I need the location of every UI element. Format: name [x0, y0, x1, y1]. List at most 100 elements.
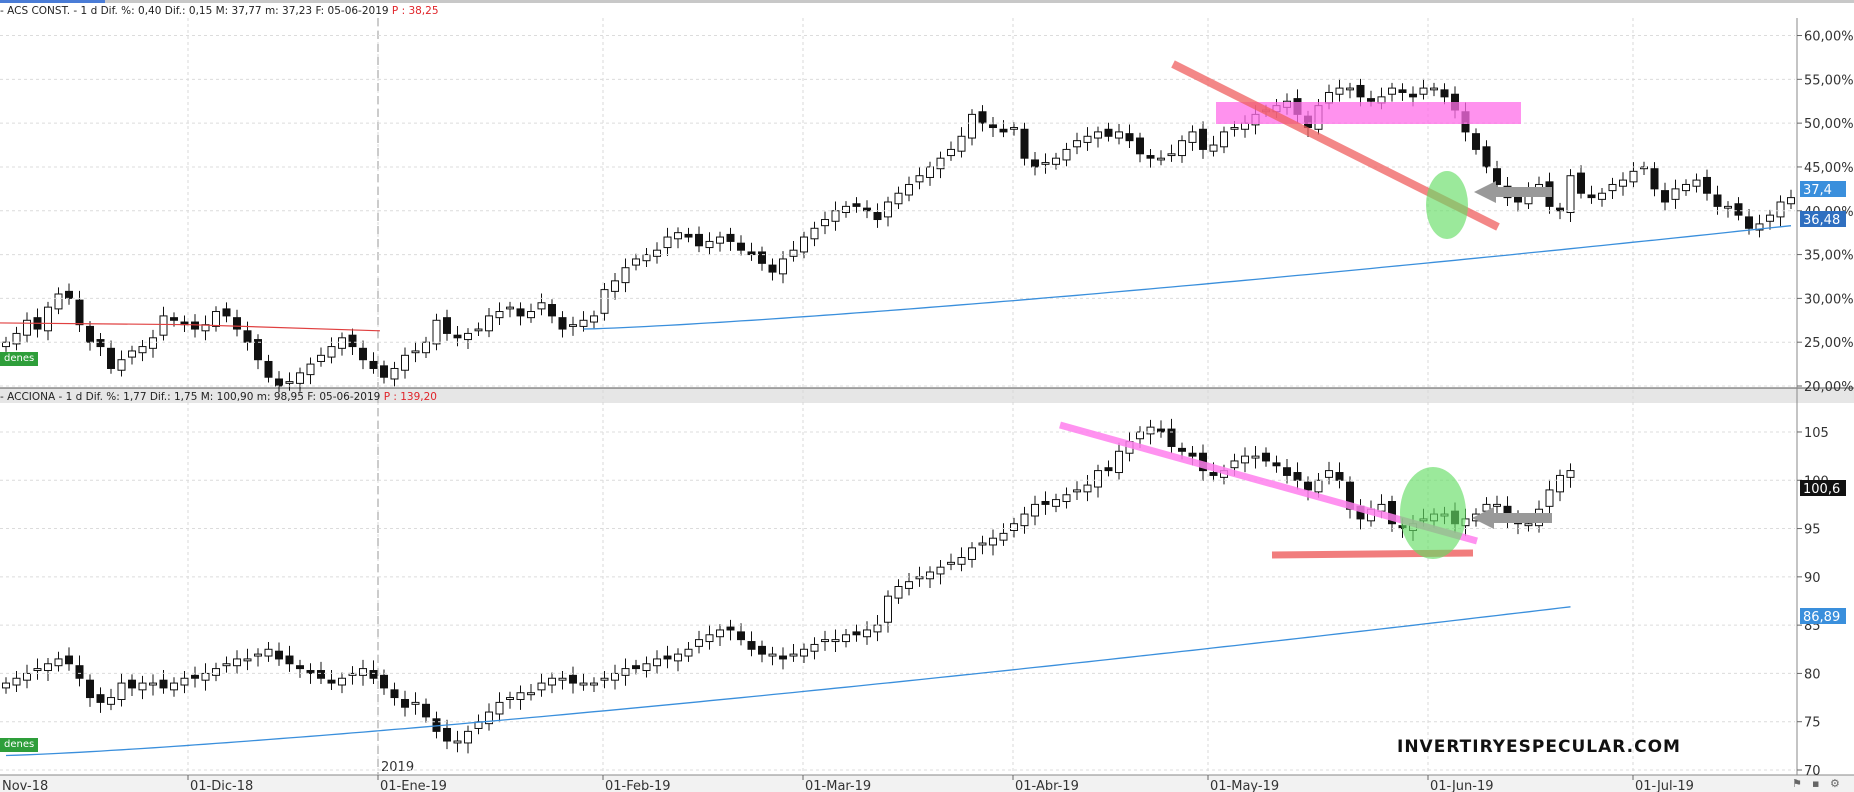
bottom_pane-y-tick-label: 75	[1804, 716, 1821, 731]
top_pane-candle-body	[1335, 87, 1344, 95]
top_pane-candle-body	[1409, 93, 1417, 98]
bottom_pane-candle-body	[1556, 474, 1564, 493]
top_pane-candle-body	[1188, 131, 1197, 143]
top_pane-candle-body	[1566, 175, 1575, 214]
bottom_pane-candle-body	[579, 682, 588, 686]
top_pane-candle-body	[1787, 197, 1795, 205]
bottom_pane-candle-body	[621, 668, 630, 676]
bottom_pane-candle-body	[180, 677, 189, 686]
top_pane-candle-body	[411, 350, 420, 354]
top-pane-badge[interactable]: denes	[0, 352, 39, 366]
top_pane-candle-body	[611, 280, 619, 292]
top_pane-candle-body	[884, 201, 892, 218]
bottom_pane-candle-body	[506, 697, 514, 700]
bottom_pane-candle-body	[947, 561, 955, 565]
flag-icon[interactable]: ⚑	[1792, 777, 1802, 790]
top_pane-candle-body	[264, 360, 273, 378]
bottom_pane-candle-body	[369, 670, 378, 679]
top_pane-candle-body	[12, 332, 21, 345]
bottom_pane-candle-body	[852, 631, 861, 636]
bottom_pane-candle-body	[1062, 494, 1071, 503]
bottom_pane-candle-body	[1524, 523, 1533, 527]
top_pane-candle-body	[705, 240, 714, 249]
date-label: Nov-18	[2, 779, 48, 792]
bottom_pane-candle-body	[968, 547, 976, 560]
top-pane-ma-red-line	[0, 322, 381, 332]
top_pane-candle-body	[422, 341, 430, 354]
top_pane-candle-body	[495, 311, 504, 319]
top_pane-candle-body	[23, 319, 31, 336]
bottom_pane-candle-body	[1167, 428, 1176, 447]
date-label: 01-May-19	[1210, 779, 1279, 792]
top-ma-price-tag-text: 36,48	[1803, 213, 1840, 228]
top_pane-candle-body	[296, 372, 304, 384]
bottom_pane-candle-body	[989, 537, 997, 546]
bottom_pane-candle-body	[485, 711, 493, 725]
bottom-pane-badge[interactable]: denes	[0, 738, 39, 752]
top_pane-candle-body	[548, 304, 556, 317]
watermark: INVERTIRYESPECULAR.COM	[1397, 737, 1681, 757]
bottom_pane-y-tick-label: 105	[1804, 426, 1829, 441]
bottom_pane-candle-body	[306, 670, 315, 674]
top_pane-candle-body	[1220, 131, 1228, 148]
top_pane-candle-body	[1682, 183, 1690, 192]
bottom_pane-candle-body	[285, 655, 294, 665]
top-ma-price-tag-bg	[1800, 211, 1846, 227]
bottom_pane-candle-body	[737, 631, 745, 641]
bottom_pane-candle-body	[590, 682, 598, 686]
bottom-breakout-highlight	[1400, 467, 1466, 559]
bottom_pane-candle-body	[1073, 489, 1081, 493]
bottom_pane-candle-body	[138, 682, 147, 691]
bottom-ma-price-tag-bg	[1800, 608, 1846, 624]
bottom_pane-candle-body	[170, 682, 178, 691]
bottom_pane-candle-body	[800, 648, 808, 657]
top_pane-y-tick-label: 30,00%	[1804, 292, 1854, 307]
bottom_pane-candle-body	[12, 677, 21, 686]
top_pane-candle-body	[915, 175, 924, 183]
top_pane-candle-body	[212, 311, 220, 327]
top_pane-candle-body	[138, 346, 147, 354]
bottom_pane-candle-body	[254, 653, 262, 657]
date-axis-band	[0, 775, 1854, 792]
bottom_pane-candle-body	[149, 682, 157, 686]
top_pane-candle-body	[117, 359, 126, 371]
bottom_pane-candle-body	[33, 668, 42, 672]
top_pane-candle-body	[1430, 87, 1438, 91]
bottom_pane-candle-body	[873, 624, 882, 633]
bottom_pane-candle-body	[128, 679, 136, 689]
top-pane-info: - ACS CONST. - 1 d Dif. %: 0,40 Dif.: 0,…	[0, 5, 389, 17]
bottom_pane-y-tick-label: 80	[1804, 667, 1821, 682]
top-arrow-icon	[1474, 181, 1552, 203]
top_pane-candle-body	[1650, 168, 1659, 190]
bottom_pane-candle-body	[222, 663, 231, 667]
bottom_pane-candle-body	[54, 658, 63, 667]
save-icon[interactable]: ▪	[1812, 777, 1820, 790]
bottom_pane-candle-body	[978, 542, 987, 546]
bottom_pane-candle-body	[1230, 460, 1239, 469]
top_pane-candle-body	[306, 363, 315, 376]
top_pane-candle-body	[443, 317, 451, 334]
date-label: 01-Dic-18	[190, 779, 253, 792]
top_pane-candle-body	[2, 341, 10, 348]
bottom_pane-candle-body	[674, 653, 682, 662]
top_pane-candle-body	[149, 337, 157, 349]
bottom_pane-candle-body	[1146, 426, 1155, 435]
bottom_pane-candle-body	[894, 586, 903, 599]
bottom_pane-candle-body	[611, 672, 619, 681]
top_pane-candle-body	[1052, 157, 1060, 165]
top_pane-candle-body	[947, 148, 955, 157]
bottom_pane-candle-body	[758, 645, 766, 655]
top_pane-candle-body	[1598, 192, 1606, 200]
bottom_pane-candle-body	[842, 634, 850, 643]
settings-icon[interactable]: ⚙	[1830, 777, 1840, 790]
top_pane-candle-body	[926, 166, 934, 178]
top_pane-y-tick-label: 60,00%	[1804, 30, 1854, 45]
top_pane-candle-body	[674, 232, 682, 240]
bottom_pane-candle-body	[684, 648, 693, 657]
bottom_pane-candle-body	[380, 674, 388, 689]
bottom_pane-y-tick-label: 95	[1804, 523, 1821, 538]
bottom_pane-candle-body	[663, 655, 672, 660]
bottom_pane-candle-body	[212, 668, 220, 676]
bottom_pane-candle-body	[1283, 467, 1291, 476]
bottom_pane-candle-body	[44, 663, 52, 672]
